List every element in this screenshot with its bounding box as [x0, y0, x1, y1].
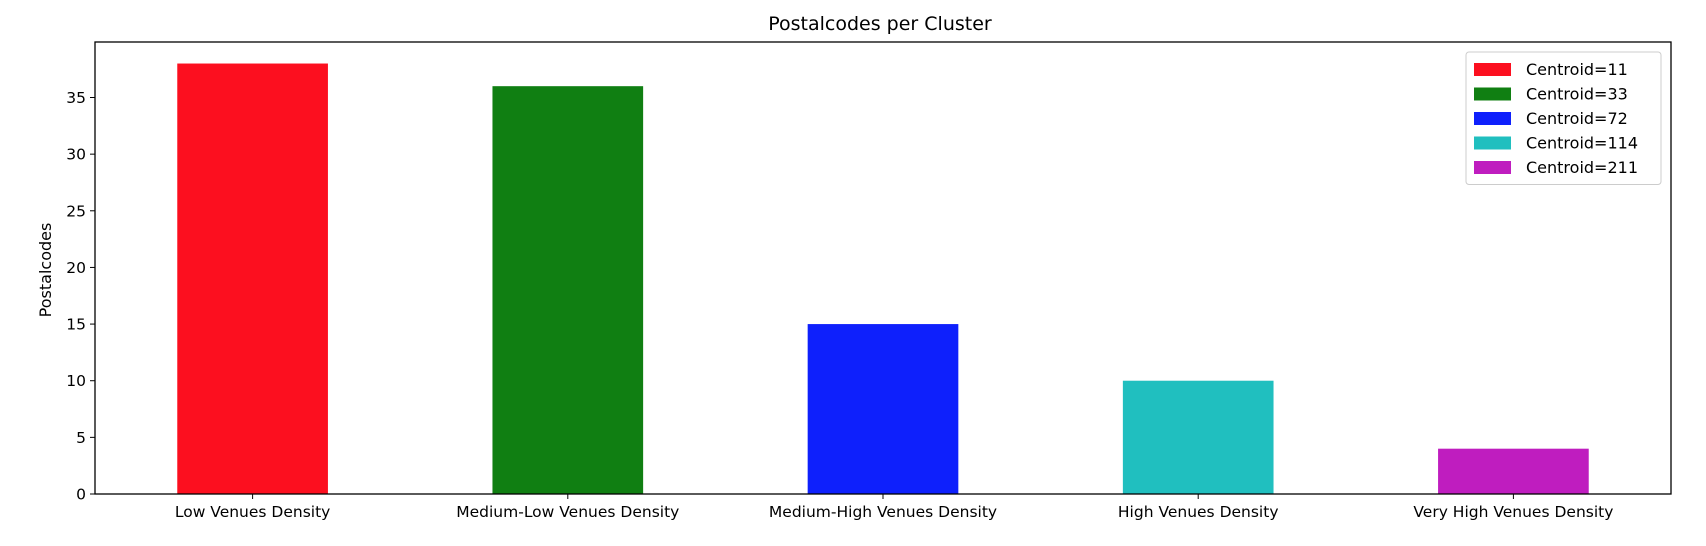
legend-swatch: [1474, 136, 1511, 150]
y-tick-label: 35: [66, 89, 86, 107]
x-tick-label: Medium-High Venues Density: [769, 503, 997, 521]
bar: [1438, 448, 1589, 494]
y-tick-label: 0: [76, 486, 86, 504]
bar: [492, 86, 644, 494]
y-tick-label: 10: [66, 372, 86, 390]
legend-label: Centroid=11: [1526, 60, 1628, 79]
legend-label: Centroid=114: [1526, 134, 1638, 153]
y-tick-label: 20: [66, 259, 86, 277]
bar: [1122, 380, 1274, 494]
legend-label: Centroid=211: [1526, 158, 1638, 177]
bar: [177, 63, 328, 495]
bar: [807, 324, 959, 494]
x-tick-label: Medium-Low Venues Density: [456, 503, 679, 521]
x-tick-label: High Venues Density: [1118, 503, 1279, 521]
x-tick-label: Low Venues Density: [175, 503, 331, 521]
legend-swatch: [1474, 87, 1511, 101]
plot-frame: [94, 41, 1672, 495]
legend-box: [1465, 51, 1662, 185]
y-tick-label: 25: [66, 202, 86, 220]
y-tick-label: 15: [66, 316, 86, 334]
y-axis-label: Postalcodes: [36, 223, 55, 318]
y-axis: 0 5 10 15 20 25 30 35: [66, 89, 95, 504]
x-tick-label: Very High Venues Density: [1413, 503, 1613, 521]
legend-label: Centroid=72: [1526, 109, 1628, 128]
legend-swatch: [1474, 112, 1511, 125]
legend-swatch: [1474, 63, 1511, 76]
legend-swatch: [1474, 161, 1511, 174]
bars-group: [177, 63, 1589, 495]
chart-title: Postalcodes per Cluster: [768, 13, 992, 35]
x-axis: Low Venues Density Medium-Low Venues Dens…: [175, 494, 1613, 521]
legend: Centroid=11 Centroid=33 Centroid=72 Centroi…: [1465, 51, 1662, 185]
legend-label: Centroid=33: [1526, 85, 1628, 104]
y-tick-label: 30: [66, 146, 86, 164]
y-tick-label: 5: [76, 429, 86, 447]
